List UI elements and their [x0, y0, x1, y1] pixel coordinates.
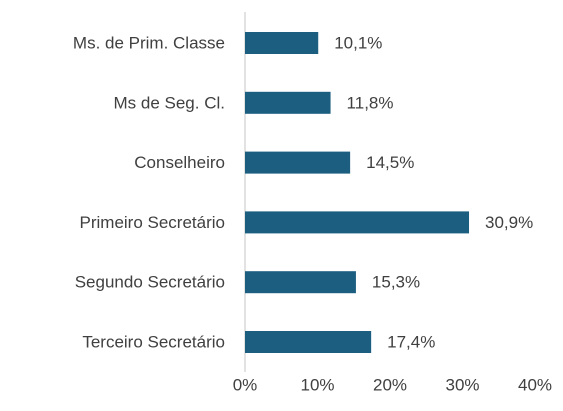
y-tick-label: Segundo Secretário: [75, 273, 225, 292]
bar: [245, 331, 372, 353]
bar: [245, 271, 356, 294]
bar: [245, 32, 319, 54]
x-tick-label: 10%: [300, 375, 334, 394]
value-label: 11,8%: [347, 93, 394, 112]
y-tick-label: Terceiro Secretário: [82, 332, 225, 351]
value-label: 15,3%: [372, 273, 420, 292]
y-tick-label: Conselheiro: [134, 153, 225, 172]
value-label: 17,4%: [387, 332, 435, 351]
x-tick-label: 20%: [373, 375, 407, 394]
bar: [245, 91, 331, 114]
value-label: 10,1%: [334, 33, 382, 52]
value-label: 30,9%: [485, 213, 533, 232]
y-tick-label: Ms de Seg. Cl.: [114, 93, 226, 112]
x-tick-label: 40%: [518, 375, 552, 394]
y-tick-label: Ms. de Prim. Classe: [73, 33, 225, 52]
bar: [245, 151, 351, 174]
bar: [245, 211, 470, 234]
y-tick-label: Primeiro Secretário: [80, 213, 226, 232]
x-tick-label: 30%: [445, 375, 479, 394]
x-tick-label: 0%: [233, 375, 258, 394]
value-label: 14,5%: [366, 153, 414, 172]
